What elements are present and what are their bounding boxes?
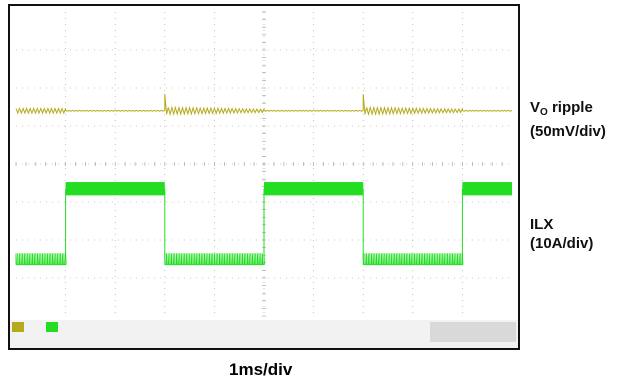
timebase-panel <box>430 322 516 342</box>
ilx-label-main: ILX <box>530 216 554 233</box>
scope-plot <box>10 11 518 348</box>
ilx-band <box>462 182 512 196</box>
channel-2-marker <box>46 322 58 332</box>
ilx-pulse-trace <box>164 253 265 266</box>
ilx-label: ILX (10A/div) <box>530 215 593 253</box>
vo-ripple-label: VO ripple (50mV/div) <box>530 98 606 141</box>
vo-ripple-trace <box>15 93 513 117</box>
vo-label-rest: ripple <box>547 99 593 116</box>
ilx-band <box>264 182 364 196</box>
channel-1-marker <box>12 322 24 332</box>
vo-label-main: V <box>530 99 541 116</box>
vo-scale: (50mV/div) <box>530 123 606 140</box>
timebase-label: 1ms/div <box>229 360 293 379</box>
ilx-scale: (10A/div) <box>530 235 594 252</box>
vo-label-sub: O <box>540 107 548 118</box>
ilx-pulse-trace <box>15 253 67 266</box>
oscilloscope-screen <box>8 4 520 350</box>
ilx-pulse-trace <box>362 253 464 266</box>
ilx-band <box>65 182 165 196</box>
